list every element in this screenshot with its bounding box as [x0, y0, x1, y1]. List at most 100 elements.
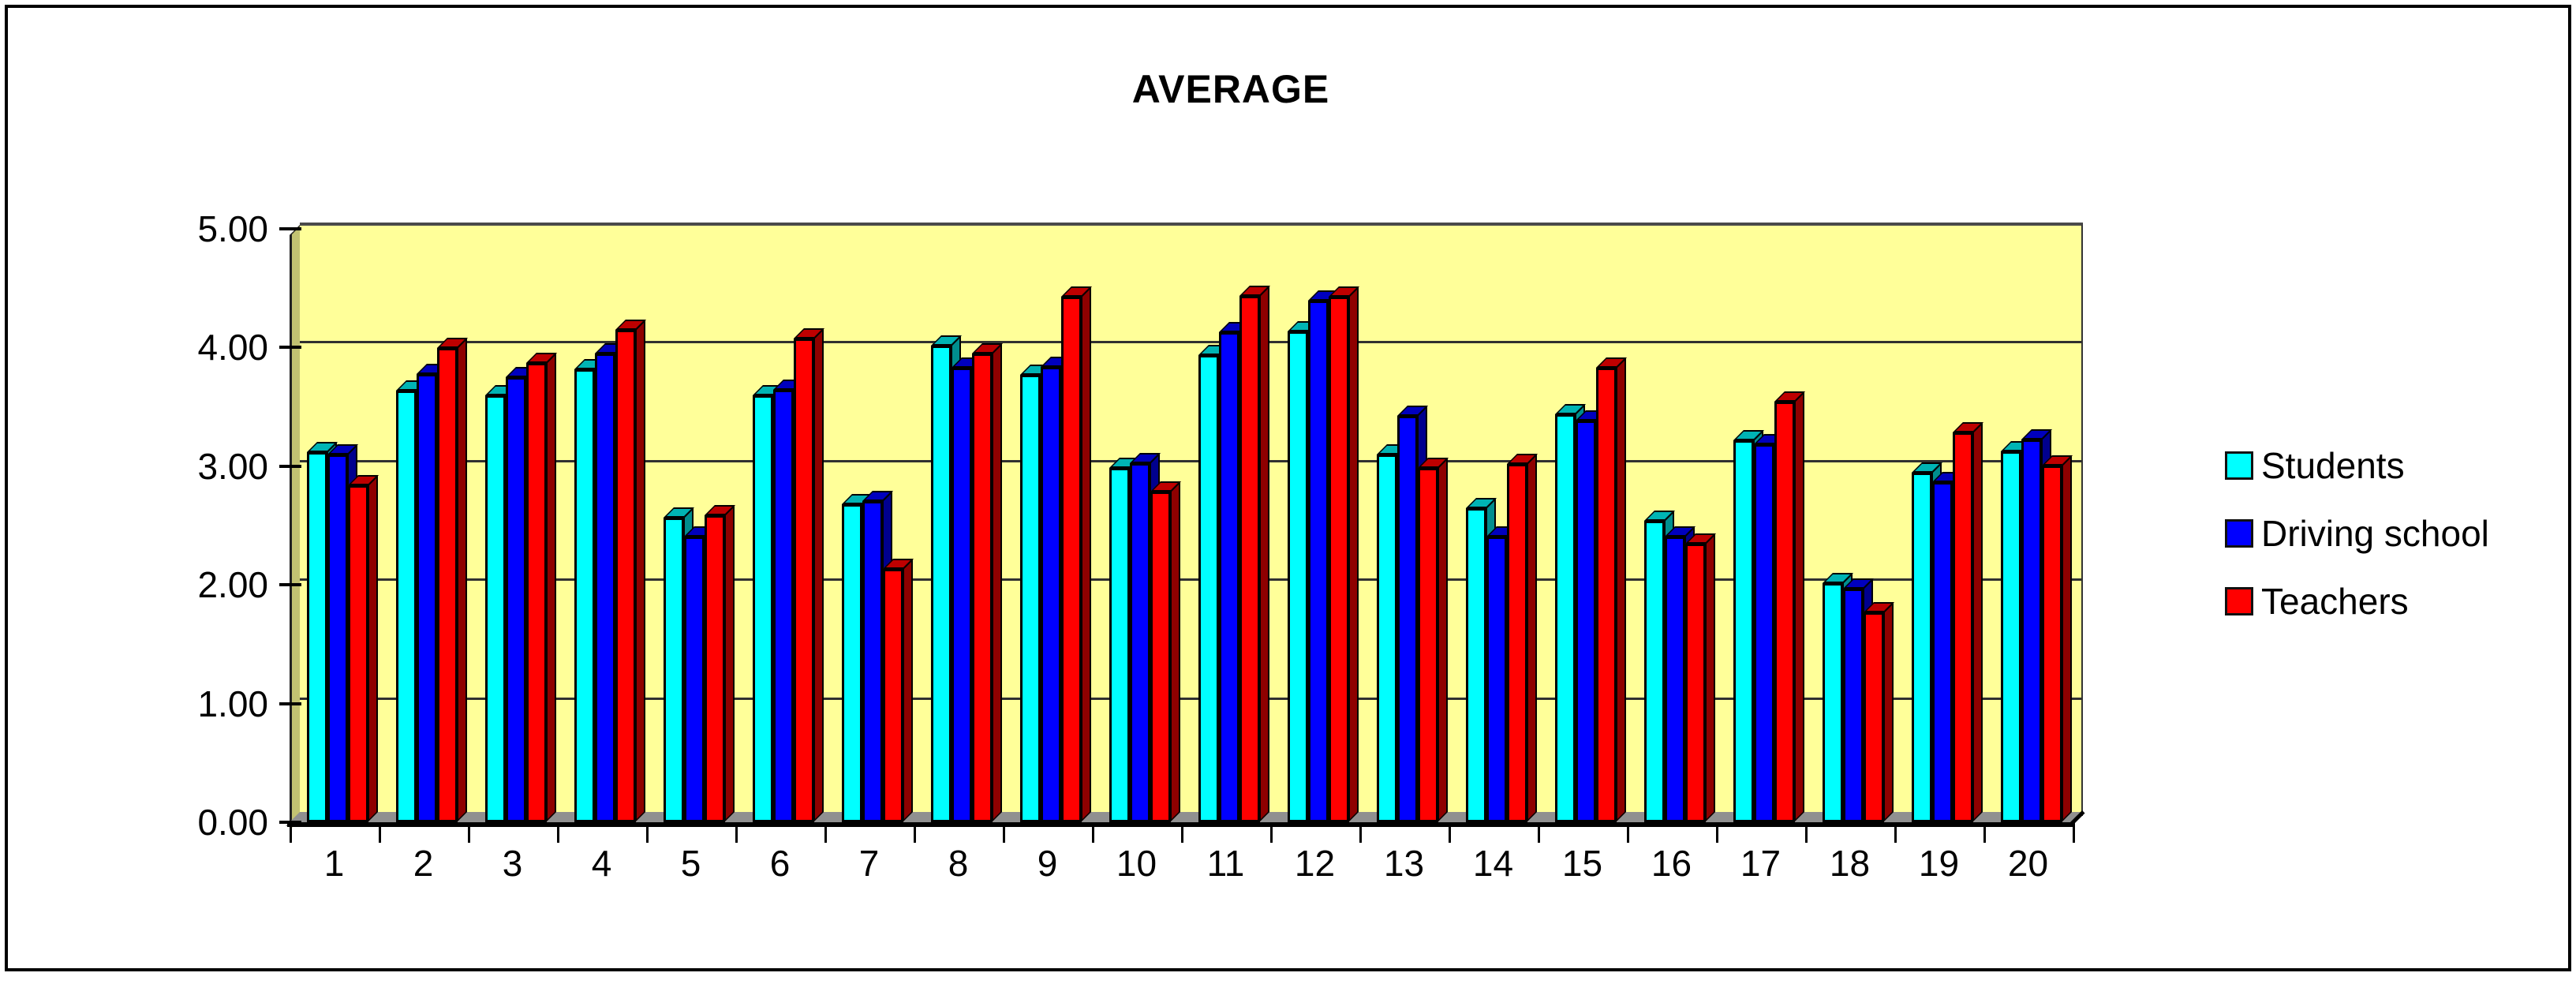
bar-Teachers-13 [1418, 467, 1438, 822]
bar-side-Teachers-19 [1972, 421, 1983, 822]
bar-Teachers-15 [1596, 368, 1617, 822]
bar-Driving school-1 [327, 455, 348, 822]
category-label-13: 13 [1383, 843, 1425, 884]
category-label-16: 16 [1651, 843, 1692, 884]
bar-Teachers-14 [1507, 464, 1527, 822]
bar-Students-17 [1733, 440, 1754, 822]
bar-Driving school-14 [1486, 537, 1507, 822]
x-axis-tick-0 [290, 827, 292, 843]
bar-Students-10 [1109, 467, 1130, 822]
y-axis-label-0.00: 0.00 [197, 802, 268, 843]
bar-Driving school-7 [862, 500, 883, 822]
bar-Teachers-17 [1774, 401, 1795, 822]
plot-back-wall [300, 223, 2083, 816]
chart-title: AVERAGE [1131, 67, 1330, 111]
bar-Students-12 [1288, 331, 1308, 822]
bar-Driving school-10 [1130, 462, 1150, 822]
bar-Driving school-9 [1041, 366, 1061, 822]
legend: Students Driving school Teachers [2225, 444, 2556, 649]
bar-side-Teachers-7 [903, 558, 913, 822]
bar-Driving school-5 [684, 537, 705, 822]
x-axis-line [287, 822, 2075, 827]
bar-Students-16 [1644, 521, 1665, 822]
category-label-19: 19 [1918, 843, 1960, 884]
x-axis-tick-14 [1538, 827, 1540, 843]
x-axis-tick-12 [1359, 827, 1362, 843]
category-label-14: 14 [1472, 843, 1514, 884]
x-axis-tick-7 [914, 827, 916, 843]
bar-Students-4 [574, 369, 595, 822]
y-axis-tick-0.00 [279, 821, 301, 824]
category-label-15: 15 [1561, 843, 1603, 884]
bar-side-Teachers-13 [1438, 457, 1448, 822]
legend-label: Driving school [2261, 513, 2489, 554]
bar-Students-1 [307, 452, 327, 822]
x-axis-tick-18 [1894, 827, 1897, 843]
x-axis-tick-20 [2073, 827, 2075, 843]
category-label-1: 1 [323, 843, 345, 884]
bar-side-Teachers-3 [546, 353, 556, 822]
category-label-10: 10 [1116, 843, 1157, 884]
bar-Teachers-20 [2042, 465, 2062, 822]
bar-Driving school-18 [1843, 589, 1864, 822]
bar-Teachers-6 [794, 338, 814, 822]
y-axis-label-1.00: 1.00 [197, 683, 268, 724]
bar-Students-2 [396, 391, 417, 822]
category-label-3: 3 [502, 843, 523, 884]
x-axis-tick-11 [1270, 827, 1273, 843]
bar-side-Teachers-6 [813, 327, 824, 822]
bar-side-Teachers-1 [368, 475, 378, 822]
x-axis-tick-19 [1983, 827, 1986, 843]
category-label-12: 12 [1294, 843, 1336, 884]
category-label-7: 7 [858, 843, 880, 884]
bar-Students-11 [1198, 354, 1219, 822]
bar-side-Teachers-20 [2062, 455, 2072, 822]
bar-Students-9 [1020, 375, 1041, 822]
category-label-18: 18 [1829, 843, 1871, 884]
bar-Students-18 [1823, 582, 1843, 822]
y-axis-tick-3.00 [279, 464, 301, 468]
bar-Driving school-15 [1576, 420, 1596, 822]
bar-side-Teachers-12 [1348, 286, 1359, 822]
bar-Teachers-2 [437, 347, 458, 822]
bar-side-Teachers-15 [1616, 357, 1626, 822]
bar-Teachers-1 [348, 485, 368, 822]
bar-Students-19 [1912, 472, 1932, 822]
y-axis-tick-4.00 [279, 346, 301, 350]
x-axis-tick-13 [1449, 827, 1451, 843]
bar-Teachers-16 [1685, 544, 1706, 822]
bar-Driving school-11 [1219, 332, 1239, 822]
bar-Students-7 [842, 504, 862, 822]
category-label-9: 9 [1037, 843, 1058, 884]
category-label-4: 4 [591, 843, 612, 884]
bar-Teachers-7 [883, 568, 903, 822]
bar-side-Teachers-2 [457, 337, 467, 822]
bar-side-Teachers-14 [1527, 454, 1537, 822]
bar-side-Teachers-4 [635, 320, 645, 822]
y-axis-tick-2.00 [279, 583, 301, 587]
bar-Teachers-9 [1061, 297, 1082, 822]
bar-Teachers-18 [1864, 612, 1884, 822]
bar-Teachers-11 [1239, 295, 1260, 822]
bar-Students-3 [485, 395, 506, 822]
y-axis-label-3.00: 3.00 [197, 445, 268, 487]
x-axis-tick-5 [735, 827, 738, 843]
category-label-11: 11 [1206, 843, 1245, 884]
category-label-6: 6 [769, 843, 791, 884]
x-axis-tick-8 [1003, 827, 1005, 843]
students-swatch-icon [2225, 451, 2253, 480]
x-axis-tick-6 [824, 827, 827, 843]
bar-Students-15 [1555, 414, 1576, 822]
bar-side-Teachers-10 [1170, 481, 1180, 822]
bar-Teachers-12 [1329, 297, 1349, 822]
bar-side-Teachers-18 [1883, 602, 1894, 822]
bar-Teachers-4 [615, 330, 636, 822]
bar-Students-8 [931, 345, 952, 822]
bar-side-Teachers-5 [724, 504, 735, 822]
bar-Teachers-19 [1953, 432, 1973, 822]
y-axis-label-5.00: 5.00 [197, 208, 268, 249]
driving-school-swatch-icon [2225, 519, 2253, 548]
bar-Teachers-5 [705, 514, 725, 822]
x-axis-tick-4 [646, 827, 649, 843]
gridline-3.00 [300, 459, 2083, 462]
